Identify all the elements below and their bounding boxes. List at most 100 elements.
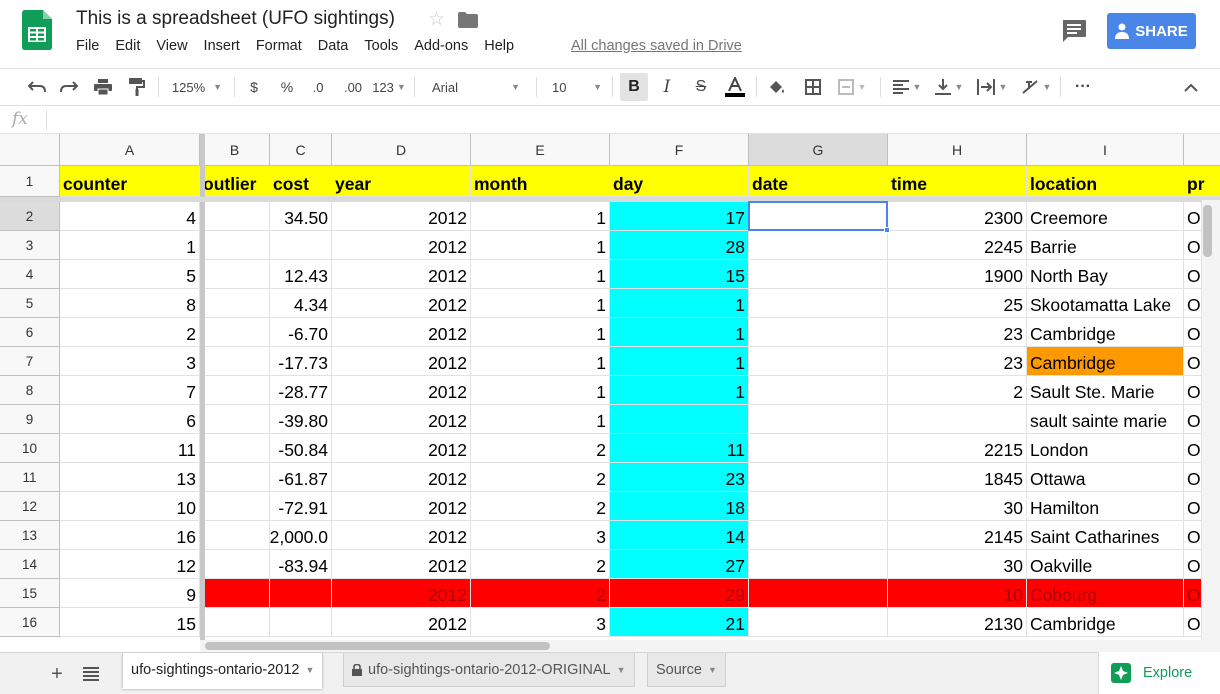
menu-format[interactable]: Format [255, 38, 302, 54]
table-cell[interactable] [749, 521, 888, 550]
vertical-scrollbar[interactable] [1201, 200, 1220, 640]
row-header[interactable]: 4 [0, 260, 60, 289]
table-cell[interactable]: 1 [610, 347, 749, 376]
table-cell[interactable]: 29 [610, 579, 749, 608]
saved-status[interactable]: All changes saved in Drive [571, 38, 742, 54]
row-header[interactable]: 15 [0, 579, 60, 608]
table-cell[interactable]: 2012 [332, 579, 471, 608]
table-cell[interactable]: Hamilton [1027, 492, 1184, 521]
table-cell[interactable] [200, 492, 270, 521]
table-cell[interactable] [749, 318, 888, 347]
spreadsheet-grid[interactable]: A B C D E F G H I 1 counter outlier cost year month day… [0, 134, 1220, 640]
menu-data[interactable]: Data [317, 38, 349, 54]
table-cell[interactable] [200, 405, 270, 434]
table-cell[interactable]: 2012 [332, 347, 471, 376]
italic-button[interactable]: I [663, 77, 671, 97]
table-cell[interactable]: 1 [610, 289, 749, 318]
table-cell[interactable]: 15 [60, 608, 200, 637]
table-cell[interactable]: Sault Ste. Marie [1027, 376, 1184, 405]
more-formats-button[interactable]: 123 ▼ [371, 69, 407, 105]
select-all-corner[interactable] [0, 134, 60, 166]
table-cell[interactable]: 16 [60, 521, 200, 550]
table-cell[interactable]: 2,000.0 [270, 521, 332, 550]
font-family-select[interactable]: Arial ▼ [424, 69, 528, 105]
table-cell[interactable]: 11 [610, 434, 749, 463]
table-cell[interactable]: 10 [888, 579, 1027, 608]
menu-view[interactable]: View [156, 38, 188, 54]
table-cell[interactable]: 3 [471, 521, 610, 550]
table-cell[interactable]: -17.73 [270, 347, 332, 376]
strikethrough-button[interactable]: S [695, 78, 707, 95]
row-header[interactable]: 10 [0, 434, 60, 463]
table-cell[interactable]: 23 [888, 318, 1027, 347]
header-cell[interactable]: location [1027, 166, 1184, 197]
table-cell[interactable]: 21 [610, 608, 749, 637]
table-cell[interactable]: 5 [60, 260, 200, 289]
column-header[interactable]: H [888, 134, 1027, 166]
table-cell[interactable]: London [1027, 434, 1184, 463]
star-icon[interactable]: ☆ [428, 9, 446, 30]
table-cell[interactable]: 2 [471, 492, 610, 521]
comment-icon[interactable] [1061, 19, 1087, 43]
table-cell[interactable] [200, 260, 270, 289]
chevron-down-icon[interactable]: ▼ [616, 664, 626, 675]
increase-decimal-button[interactable]: .00 [343, 79, 363, 95]
header-cell[interactable]: outlier [200, 166, 270, 197]
table-cell[interactable]: 1 [610, 318, 749, 347]
column-header[interactable]: A [60, 134, 200, 166]
column-header[interactable]: G [749, 134, 888, 166]
table-cell[interactable]: 2215 [888, 434, 1027, 463]
table-cell[interactable]: 6 [60, 405, 200, 434]
redo-icon[interactable] [56, 69, 82, 105]
sheet-tab-source[interactable]: Source ▼ [647, 653, 726, 687]
table-cell[interactable] [749, 231, 888, 260]
table-cell[interactable]: 23 [888, 347, 1027, 376]
header-cell[interactable]: date [749, 166, 888, 197]
header-cell[interactable]: day [610, 166, 749, 197]
header-cell[interactable]: pr [1184, 166, 1220, 197]
table-cell[interactable]: 12 [60, 550, 200, 579]
vertical-scroll-thumb[interactable] [1203, 205, 1212, 257]
share-button[interactable]: SHARE [1107, 13, 1196, 49]
menu-help[interactable]: Help [484, 38, 515, 54]
table-cell[interactable] [749, 260, 888, 289]
table-cell[interactable]: North Bay [1027, 260, 1184, 289]
row-header[interactable]: 6 [0, 318, 60, 347]
table-cell[interactable] [200, 318, 270, 347]
header-cell[interactable]: cost [270, 166, 332, 197]
table-cell[interactable]: 3 [60, 347, 200, 376]
table-cell[interactable] [200, 550, 270, 579]
sheet-tab-ufo-sightings-ontario-2012[interactable]: ufo-sightings-ontario-2012 ▼ [122, 653, 324, 689]
currency-format-button[interactable]: $ [250, 79, 258, 95]
table-cell[interactable]: Saint Catharines [1027, 521, 1184, 550]
table-cell[interactable]: 1 [471, 289, 610, 318]
row-header[interactable]: 1 [0, 166, 60, 197]
row-header[interactable]: 2 [0, 202, 60, 231]
table-cell[interactable] [200, 289, 270, 318]
table-cell[interactable]: 3 [471, 608, 610, 637]
formula-input[interactable] [54, 108, 1204, 132]
table-cell[interactable]: -28.77 [270, 376, 332, 405]
header-cell[interactable]: month [471, 166, 610, 197]
table-cell[interactable]: 2012 [332, 289, 471, 318]
table-cell[interactable]: 9 [60, 579, 200, 608]
table-cell[interactable]: 2130 [888, 608, 1027, 637]
table-cell[interactable]: -39.80 [270, 405, 332, 434]
table-cell[interactable]: 18 [610, 492, 749, 521]
table-cell[interactable] [749, 492, 888, 521]
table-cell[interactable]: 28 [610, 231, 749, 260]
collapse-toolbar-icon[interactable] [1178, 69, 1204, 105]
merge-cells-icon[interactable]: ▼ [832, 69, 872, 105]
row-header[interactable]: 9 [0, 405, 60, 434]
fill-handle[interactable] [884, 227, 890, 233]
frozen-column-divider[interactable] [200, 134, 205, 640]
table-cell[interactable]: 2012 [332, 521, 471, 550]
row-header[interactable]: 8 [0, 376, 60, 405]
table-cell[interactable]: 2012 [332, 318, 471, 347]
table-cell[interactable]: 1845 [888, 463, 1027, 492]
text-color-icon[interactable] [722, 69, 748, 105]
table-cell[interactable]: 2012 [332, 608, 471, 637]
table-cell[interactable] [749, 289, 888, 318]
column-header[interactable]: D [332, 134, 471, 166]
table-cell[interactable]: -61.87 [270, 463, 332, 492]
